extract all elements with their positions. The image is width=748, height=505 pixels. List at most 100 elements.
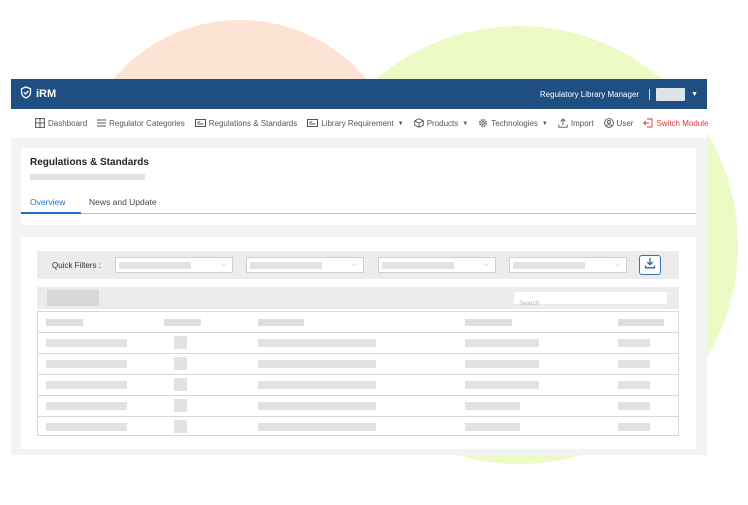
id-card-icon xyxy=(307,118,319,129)
nav-item-products[interactable]: Products ▼ xyxy=(413,117,469,130)
nav-bar: Dashboard Regulator Categories Regulatio… xyxy=(11,109,708,138)
user-avatar[interactable] xyxy=(656,87,686,101)
cell-placeholder xyxy=(618,423,650,431)
cell-placeholder xyxy=(174,420,187,433)
nav-label: Dashboard xyxy=(48,119,88,128)
cell-placeholder xyxy=(618,381,650,389)
table-row[interactable] xyxy=(38,417,678,438)
caret-down-icon: ▼ xyxy=(541,120,548,127)
select-value-placeholder xyxy=(382,262,454,269)
column-header-placeholder xyxy=(465,319,512,326)
filter-select-2[interactable]: ⌵ xyxy=(246,257,364,273)
column-header-placeholder xyxy=(164,319,201,326)
column-header-placeholder xyxy=(618,319,664,326)
cell-placeholder xyxy=(46,360,127,368)
cell-placeholder xyxy=(174,336,187,349)
select-value-placeholder xyxy=(250,262,322,269)
quick-filters-label: Quick Filters : xyxy=(52,261,101,270)
nav-label: Products xyxy=(426,119,459,128)
regulations-list-card: Quick Filters : ⌵ ⌵ ⌵ ⌵ xyxy=(21,237,696,449)
nav-label: Regulator Categories xyxy=(109,119,185,128)
table-row[interactable] xyxy=(38,396,678,417)
nav-item-regulations-standards[interactable]: Regulations & Standards xyxy=(194,118,298,129)
cell-placeholder xyxy=(258,381,376,389)
search-input[interactable] xyxy=(514,297,667,310)
toolbar-placeholder xyxy=(47,290,99,306)
brand-name: iRM xyxy=(36,88,57,100)
filter-select-1[interactable]: ⌵ xyxy=(115,257,233,273)
search-box[interactable] xyxy=(513,291,668,310)
filter-select-4[interactable]: ⌵ xyxy=(509,257,627,273)
table-header-row xyxy=(38,312,678,333)
table-row[interactable] xyxy=(38,333,678,354)
table-row[interactable] xyxy=(38,375,678,396)
table-toolbar xyxy=(37,287,679,310)
divider xyxy=(649,88,651,100)
nav-label: Library Requirement xyxy=(321,119,394,128)
cell-placeholder xyxy=(174,399,187,412)
download-button[interactable] xyxy=(639,255,661,275)
column-header-placeholder xyxy=(46,319,83,326)
cell-placeholder xyxy=(174,357,187,370)
filter-select-3[interactable]: ⌵ xyxy=(378,257,496,273)
tab-news-and-update[interactable]: News and Update xyxy=(89,197,157,207)
top-bar: iRM Regulatory Library Manager ▼ xyxy=(11,79,707,109)
shield-check-icon xyxy=(20,86,32,102)
nav-item-import[interactable]: Import xyxy=(558,117,594,130)
cell-placeholder xyxy=(465,381,539,389)
chevron-down-icon[interactable]: ▼ xyxy=(691,90,698,98)
gear-icon xyxy=(478,118,488,130)
top-bar-right: Regulatory Library Manager ▼ xyxy=(539,87,698,101)
nav-label: User xyxy=(616,119,634,128)
cell-placeholder xyxy=(465,339,539,347)
list-icon xyxy=(97,119,107,129)
cell-placeholder xyxy=(258,339,376,347)
cell-placeholder xyxy=(258,360,376,368)
cell-placeholder xyxy=(46,402,127,410)
cell-placeholder xyxy=(465,360,539,368)
cell-placeholder xyxy=(46,381,127,389)
nav-item-user[interactable]: User xyxy=(603,117,634,130)
module-title: Regulatory Library Manager xyxy=(539,89,640,99)
nav-label: Switch Module xyxy=(656,119,709,128)
chevron-down-icon: ⌵ xyxy=(220,261,226,268)
brand-logo[interactable]: iRM xyxy=(20,86,56,102)
page-header-card: Regulations & Standards Overview News an… xyxy=(21,148,696,225)
download-icon xyxy=(644,256,656,274)
quick-filters-bar: Quick Filters : ⌵ ⌵ ⌵ ⌵ xyxy=(37,251,679,279)
nav-item-dashboard[interactable]: Dashboard xyxy=(35,117,88,130)
tab-overview[interactable]: Overview xyxy=(30,197,66,207)
nav-item-regulator-categories[interactable]: Regulator Categories xyxy=(97,119,185,129)
id-card-icon xyxy=(194,118,206,129)
select-value-placeholder xyxy=(513,262,585,269)
cell-placeholder xyxy=(258,402,376,410)
active-tab-indicator xyxy=(21,212,81,214)
cell-placeholder xyxy=(46,339,127,347)
cell-placeholder xyxy=(46,423,127,431)
user-icon xyxy=(603,117,614,130)
table-row[interactable] xyxy=(38,354,678,375)
chevron-down-icon: ⌵ xyxy=(483,261,489,268)
regulations-table xyxy=(37,311,679,436)
switch-icon xyxy=(643,118,653,130)
nav-item-library-requirement[interactable]: Library Requirement ▼ xyxy=(307,118,404,129)
cell-placeholder xyxy=(174,378,187,391)
tab-bar: Overview News and Update xyxy=(21,194,696,214)
caret-down-icon: ▼ xyxy=(462,120,469,127)
cell-placeholder xyxy=(465,423,520,431)
cell-placeholder xyxy=(618,339,650,347)
nav-label: Import xyxy=(570,119,594,128)
nav-label: Regulations & Standards xyxy=(208,119,298,128)
nav-item-technologies[interactable]: Technologies ▼ xyxy=(478,118,548,130)
caret-down-icon: ▼ xyxy=(397,120,404,127)
dashboard-icon xyxy=(35,117,45,130)
nav-item-switch-module[interactable]: Switch Module xyxy=(643,118,708,130)
subtitle-placeholder xyxy=(30,174,145,180)
app-window: iRM Regulatory Library Manager ▼ Dashboa… xyxy=(11,79,708,455)
column-header-placeholder xyxy=(258,319,304,326)
nav-label: Technologies xyxy=(491,119,538,128)
cell-placeholder xyxy=(618,360,650,368)
chevron-down-icon: ⌵ xyxy=(614,261,620,268)
chevron-down-icon: ⌵ xyxy=(351,261,357,268)
select-value-placeholder xyxy=(119,262,191,269)
